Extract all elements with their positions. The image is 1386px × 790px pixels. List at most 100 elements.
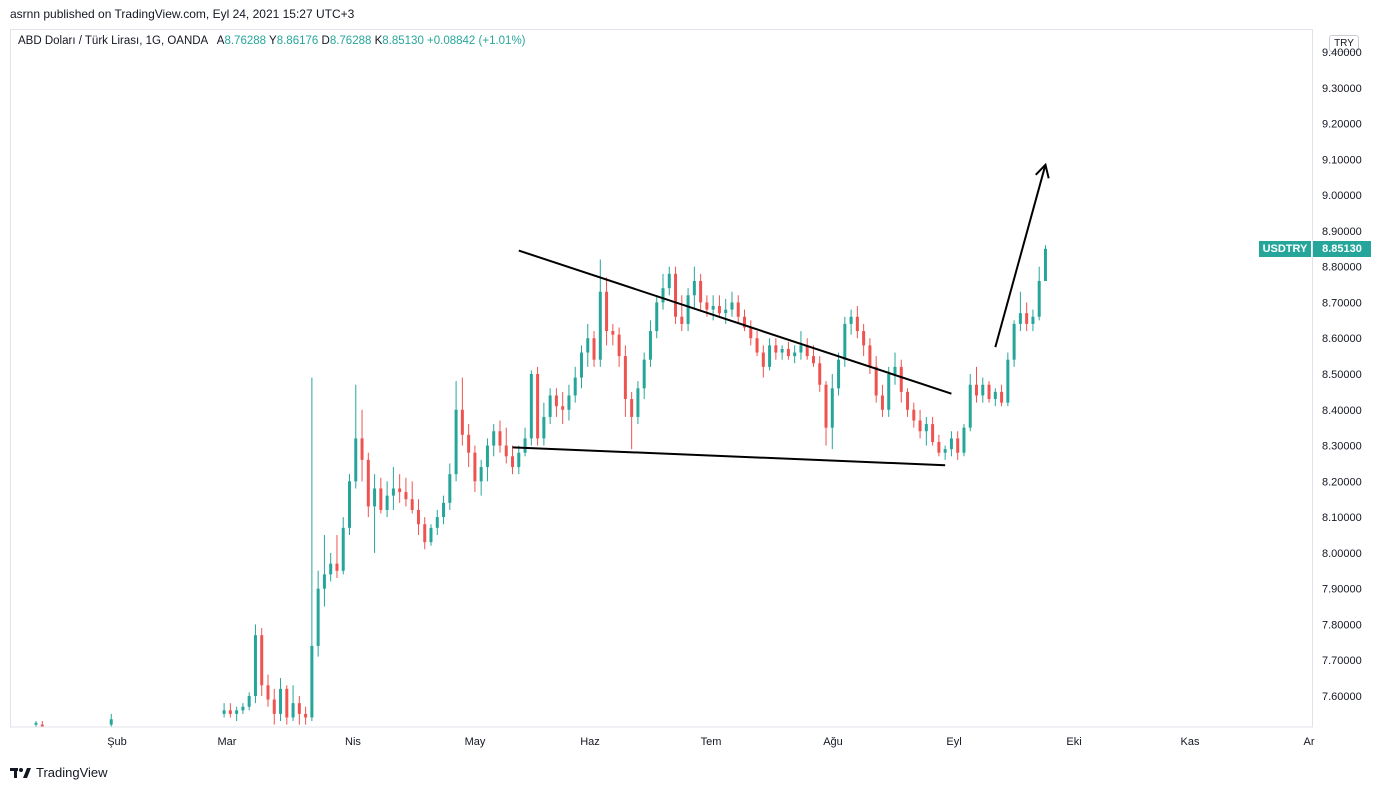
upper-trendline[interactable]	[518, 249, 952, 395]
candle	[743, 309, 747, 332]
candle	[830, 374, 834, 450]
candle	[473, 445, 477, 493]
candle	[730, 291, 734, 317]
legend-close-label: K	[374, 35, 383, 47]
candle-body	[906, 391, 910, 410]
candle	[855, 306, 859, 339]
candle-body	[818, 363, 822, 385]
candle	[818, 356, 822, 392]
candle	[285, 685, 289, 725]
candle	[291, 685, 295, 722]
candle-body	[247, 696, 251, 707]
candle	[906, 388, 910, 417]
candle-body	[272, 699, 276, 714]
candle-body	[993, 391, 997, 400]
x-tick-label: Eyl	[946, 736, 961, 748]
candle	[661, 273, 665, 310]
legend-close: 8.85130	[382, 35, 424, 47]
candle-body	[279, 688, 283, 714]
candle-body	[887, 374, 891, 410]
candle-body	[266, 685, 270, 700]
candle	[680, 295, 684, 332]
candle	[548, 388, 552, 425]
candle-body	[880, 395, 884, 410]
candle-body	[548, 395, 552, 417]
candle-body	[943, 449, 947, 453]
candle-body	[228, 710, 232, 714]
candle	[536, 366, 540, 446]
time-axis: Şub Mar Nis May Haz Tem Ağu Eyl Eki Kas Ar	[10, 726, 1315, 748]
candle	[523, 427, 527, 457]
candle	[636, 381, 640, 425]
candle-body	[611, 331, 615, 335]
lower-trendline[interactable]	[512, 446, 946, 467]
candle	[586, 323, 590, 367]
candle-body	[636, 388, 640, 417]
candle-body	[410, 499, 414, 510]
candle	[247, 692, 251, 711]
candle	[912, 402, 916, 428]
candle	[655, 295, 659, 339]
y-tick-label: 8.00000	[1322, 548, 1362, 560]
candle-body	[291, 703, 295, 718]
candle-body	[987, 384, 991, 400]
candle-body	[586, 338, 590, 353]
candle-body	[705, 302, 709, 310]
candle	[467, 424, 471, 468]
candle-body	[962, 427, 966, 453]
candle	[354, 384, 358, 489]
candle	[924, 416, 928, 446]
candle	[1043, 245, 1047, 281]
candle-body	[849, 316, 853, 324]
candles-layer	[34, 245, 1047, 727]
candle	[699, 273, 703, 310]
candle-body	[511, 456, 515, 468]
candle-body	[1018, 313, 1022, 324]
symbol-price-label: USDTRY	[1259, 241, 1311, 257]
tradingview-logo[interactable]: TradingView	[10, 765, 108, 780]
candle-body	[830, 388, 834, 428]
candle	[348, 474, 351, 535]
candle	[567, 384, 571, 421]
candle	[824, 381, 828, 446]
candle	[1006, 352, 1010, 407]
candle	[529, 370, 533, 446]
candle	[918, 409, 922, 439]
candle	[341, 517, 345, 575]
breakout-arrow-line[interactable]	[994, 164, 1047, 348]
currency-button[interactable]: TRY	[1329, 35, 1359, 52]
candle	[385, 481, 389, 518]
chart-frame[interactable]	[10, 29, 1313, 727]
y-tick-label: 9.20000	[1322, 119, 1362, 131]
candle-body	[542, 416, 546, 439]
candle	[874, 356, 878, 403]
candle	[780, 345, 784, 360]
candle-body	[780, 348, 784, 353]
candle	[880, 384, 884, 417]
candle-body	[460, 409, 464, 435]
candle	[329, 552, 333, 582]
legend-low: 8.76288	[329, 35, 372, 47]
candle-body	[686, 295, 690, 324]
candle	[379, 477, 383, 514]
candle-body	[874, 366, 878, 396]
candle-body	[736, 302, 740, 317]
y-tick-label: 8.60000	[1322, 333, 1362, 345]
candle-body	[824, 384, 828, 428]
candle	[316, 570, 320, 657]
candle	[862, 323, 866, 357]
candle-body	[956, 438, 960, 453]
x-tick-label: Şub	[107, 736, 127, 748]
x-tick-label: Kas	[1181, 736, 1200, 748]
candle-body	[724, 309, 728, 314]
candle-body	[554, 395, 558, 407]
candle-body	[329, 563, 333, 575]
candle-body	[1000, 391, 1004, 403]
candle-body	[579, 352, 583, 378]
y-tick-label: 8.50000	[1322, 369, 1362, 381]
candle-body	[523, 438, 527, 453]
candle-body	[805, 345, 809, 357]
candle	[899, 359, 903, 403]
legend-high-label: Y	[269, 35, 277, 47]
